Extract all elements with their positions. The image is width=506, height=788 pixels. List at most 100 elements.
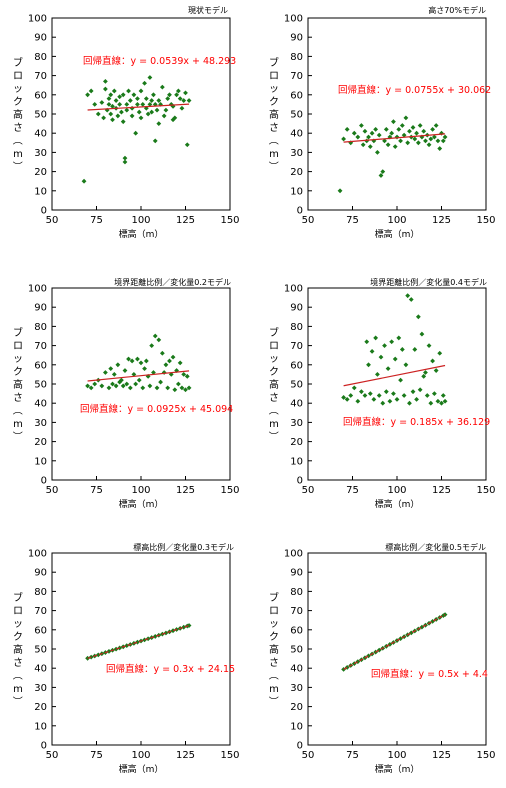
x-tick-label: 100: [131, 750, 150, 761]
data-point: [442, 612, 448, 618]
data-point: [120, 383, 126, 389]
y-tick-label: 10: [34, 186, 47, 197]
data-point: [179, 385, 185, 391]
data-point: [122, 368, 128, 373]
data-point: [375, 150, 380, 155]
data-point: [142, 637, 147, 643]
y-axis-label-char: さ: [13, 122, 23, 134]
data-point: [383, 126, 389, 132]
data-point: [186, 98, 192, 103]
y-axis-label-char: ）: [11, 431, 23, 441]
data-point: [161, 113, 167, 119]
data-point: [117, 94, 123, 100]
data-point: [172, 115, 178, 121]
data-point: [437, 146, 443, 151]
data-point: [398, 377, 403, 383]
x-tick-label: 100: [387, 215, 406, 226]
x-tick-label: 50: [302, 750, 315, 761]
data-point: [145, 373, 151, 379]
y-tick-label: 90: [34, 33, 47, 44]
data-point: [399, 347, 405, 352]
data-point: [149, 109, 155, 115]
data-point: [170, 628, 176, 634]
y-tick-label: 80: [34, 587, 47, 598]
y-tick-label: 0: [41, 741, 47, 752]
y-axis-label-char: m: [269, 419, 279, 430]
data-point: [113, 98, 119, 103]
data-point: [156, 121, 162, 126]
data-point: [439, 400, 444, 406]
plot-frame: [307, 287, 487, 481]
y-axis-label-char: ）: [11, 161, 23, 171]
x-tick-label: 75: [346, 215, 359, 226]
data-point: [167, 92, 172, 98]
y-tick-label: 50: [290, 380, 303, 391]
data-point: [113, 383, 119, 389]
y-tick-label: 100: [284, 14, 303, 25]
data-point: [133, 381, 139, 387]
x-tick-label: 75: [90, 750, 103, 761]
y-tick-label: 50: [34, 110, 47, 121]
y-tick-label: 50: [34, 645, 47, 656]
x-tick-label: 150: [476, 485, 495, 496]
y-tick-label: 40: [290, 664, 303, 675]
data-point: [115, 113, 121, 119]
y-axis-label-char: m: [13, 684, 23, 695]
x-tick-label: 150: [220, 750, 239, 761]
data-point: [375, 372, 380, 377]
data-point: [147, 383, 153, 389]
data-point: [127, 385, 133, 391]
data-point: [143, 96, 149, 102]
data-point: [186, 623, 192, 628]
data-point: [175, 381, 181, 387]
data-point: [170, 354, 176, 360]
data-point: [369, 130, 375, 136]
data-point: [103, 78, 108, 84]
data-point: [351, 130, 357, 136]
y-tick-label: 20: [34, 437, 47, 448]
y-axis-label-char: m: [13, 419, 23, 430]
data-point: [421, 128, 427, 134]
y-tick-label: 0: [297, 741, 303, 752]
y-axis-label-char: m: [13, 149, 23, 160]
y-tick-label: 10: [290, 186, 303, 197]
y-axis-label-char: （: [11, 135, 23, 145]
y-axis-label-char: さ: [13, 657, 23, 669]
y-tick-label: 70: [34, 71, 47, 82]
data-point: [127, 98, 133, 103]
scatter-chart-3: 境界距離比例／変化量0.2モデル 0 10 20 30 40 50 60 70 80 90 100 50…: [11, 277, 240, 510]
data-point: [423, 370, 428, 375]
data-point: [104, 107, 110, 113]
x-tick-label: 150: [220, 215, 239, 226]
data-point: [135, 96, 140, 102]
x-tick-label: 150: [476, 750, 495, 761]
y-axis-label-char: ブ: [269, 591, 279, 604]
y-axis-label-char: （: [267, 670, 279, 680]
data-point: [149, 343, 155, 348]
y-axis-label-char: 高: [13, 108, 23, 121]
data-point: [412, 136, 418, 142]
data-point: [337, 188, 343, 194]
data-point: [133, 130, 139, 136]
data-point: [129, 105, 135, 111]
y-axis-label-char: ロ: [269, 71, 279, 82]
y-axis-label-char: （: [267, 405, 279, 415]
data-point: [156, 98, 162, 103]
data-point: [152, 138, 158, 144]
data-point: [403, 115, 409, 121]
data-point: [423, 138, 428, 144]
scatter-chart-6: 標高比例／変化量0.5モデル 0 10 20 30 40 50 60 70 80 90 100 50 75…: [267, 542, 496, 775]
data-point: [430, 126, 435, 132]
y-axis-label-char: ロ: [269, 341, 279, 352]
data-point: [106, 96, 112, 102]
y-tick-label: 10: [34, 456, 47, 467]
data-point: [163, 107, 169, 113]
data-point: [369, 348, 375, 354]
data-point: [170, 117, 176, 123]
data-point: [344, 396, 350, 402]
data-point: [403, 362, 409, 368]
data-point: [417, 387, 423, 393]
data-point: [367, 144, 373, 150]
